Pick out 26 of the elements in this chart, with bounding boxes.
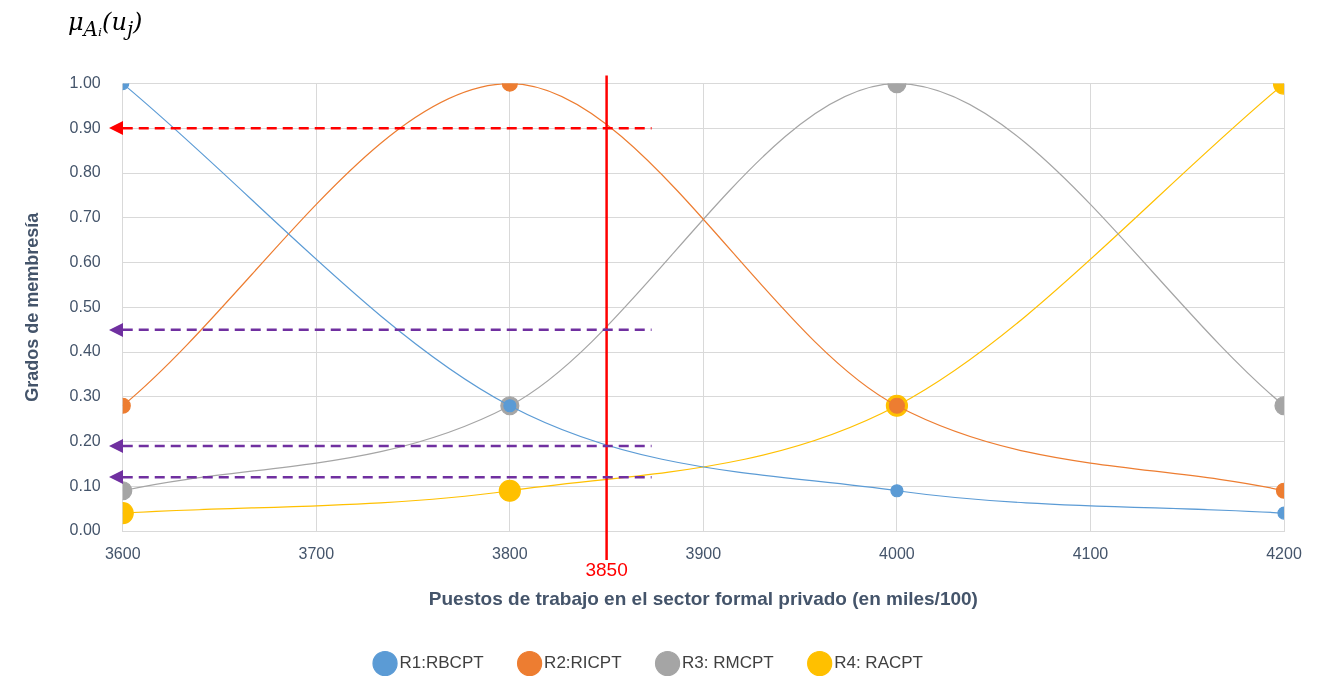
- legend-label: R2:RICPT: [544, 653, 622, 673]
- x-tick-label: 4100: [1072, 545, 1109, 563]
- legend-label: R3: RMCPT: [682, 653, 774, 673]
- y-axis-title: Grados de membresía: [21, 211, 42, 402]
- y-tick-label: 1.00: [69, 74, 101, 92]
- x-tick-label: 4000: [879, 545, 915, 563]
- x-tick-label: 3900: [685, 545, 722, 563]
- ref-line-label: 3850: [585, 558, 628, 580]
- x-tick-label: 3600: [104, 545, 141, 563]
- legend-label: R1:RBCPT: [399, 653, 484, 673]
- y-tick-label: 0.90: [69, 118, 101, 136]
- x-axis-title: Puestos de trabajo en el sector formal privado (en miles/100): [428, 587, 978, 609]
- y-tick-label: 0.60: [69, 252, 101, 270]
- y-tick-label: 0.00: [69, 521, 101, 539]
- y-tick-label: 0.20: [69, 431, 101, 449]
- y-tick-label: 0.10: [69, 476, 101, 494]
- y-tick-label: 0.70: [69, 208, 101, 226]
- y-tick-label: 0.80: [69, 163, 101, 181]
- text: μ$_{Aᵢ}$(u$_{j}$): [67, 8, 144, 43]
- y-tick-label: 0.50: [69, 297, 101, 315]
- x-tick-label: 4200: [1266, 545, 1302, 563]
- x-tick-label: 3800: [492, 545, 528, 563]
- legend-label: R4: RACPT: [834, 653, 923, 673]
- x-tick-label: 3700: [298, 545, 335, 563]
- y-tick-label: 0.30: [69, 387, 101, 405]
- y-tick-label: 0.40: [69, 342, 101, 360]
